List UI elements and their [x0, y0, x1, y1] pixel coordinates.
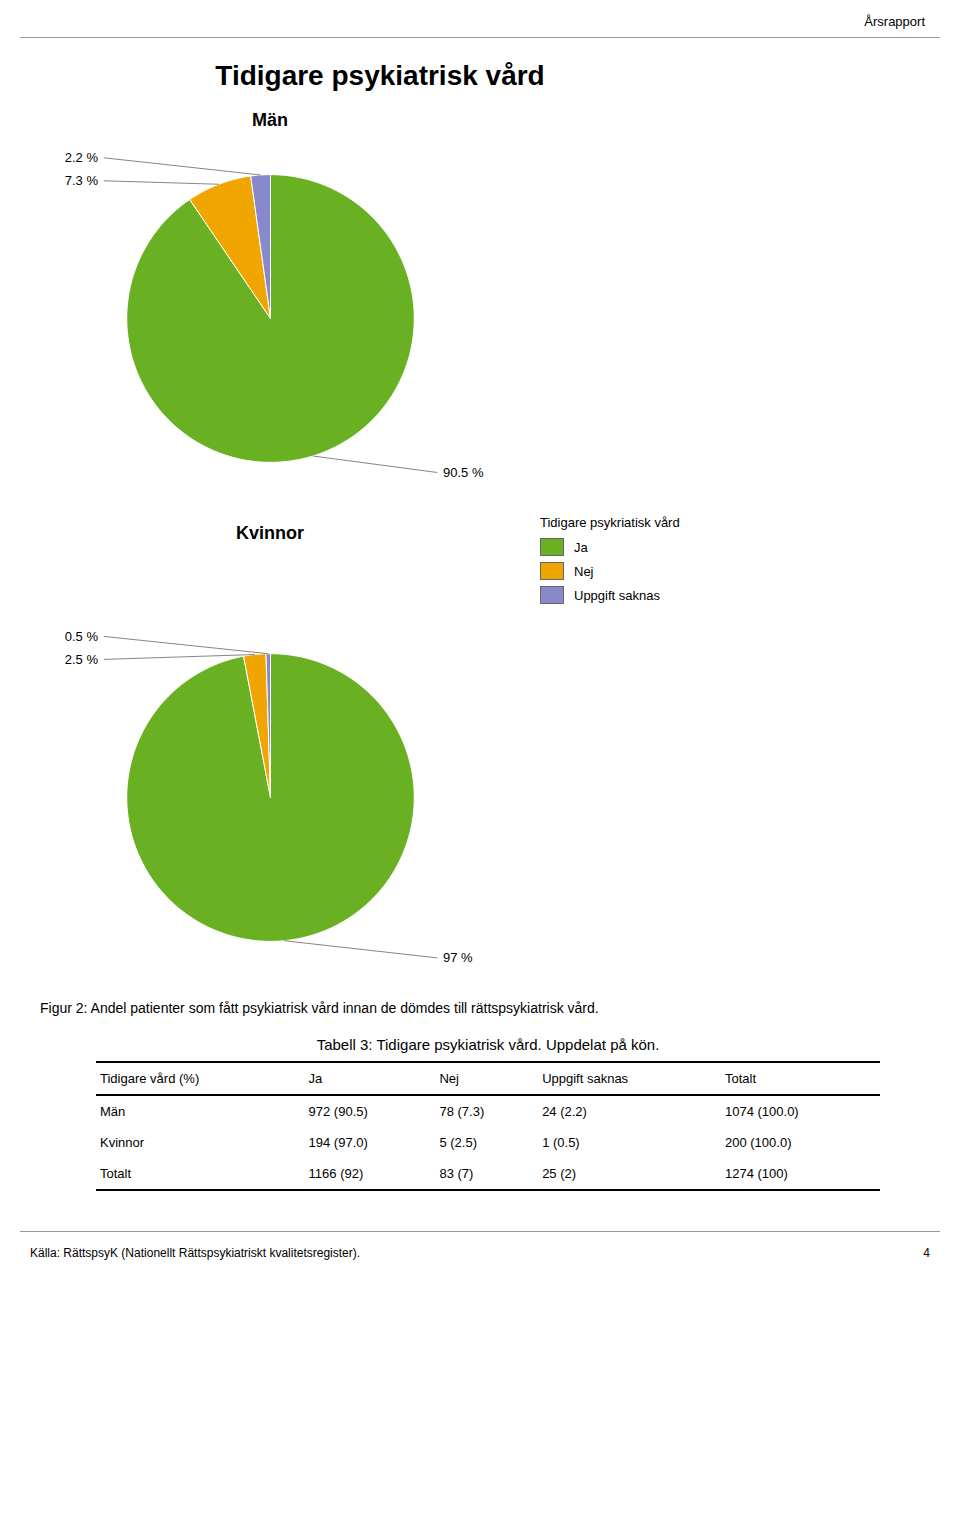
svg-text:2.5 %: 2.5 % — [65, 652, 99, 667]
html-text:Tabell 3: Tidigare psykiatrisk: Tabell 3: Tidigare psykiatrisk vård. Upp… — [316, 1036, 660, 1053]
html-text:Nej: Nej — [439, 1071, 459, 1086]
html-text:Nej: Nej — [574, 563, 594, 579]
html-text:78 (7.3): 78 (7.3) — [439, 1104, 485, 1119]
html-text:5 (2.5): 5 (2.5) — [439, 1135, 477, 1150]
svg-text:90.5 %: 90.5 % — [443, 465, 484, 480]
html-text:4: 4 — [923, 1246, 930, 1260]
html-text:Källa: RättspsyK (Nationellt R: Källa: RättspsyK (Nationellt Rättspsykia… — [30, 1246, 361, 1260]
html-text:Ja: Ja — [574, 539, 588, 555]
svg-text:7.3 %: 7.3 % — [65, 173, 99, 188]
svg-text:0.5 %: 0.5 % — [65, 629, 99, 644]
html-text:Tidigare psykriatisk vård: Tidigare psykriatisk vård — [540, 515, 680, 530]
html-text:Tidigare psykiatrisk vård: Tidigare psykiatrisk vård — [215, 60, 545, 91]
html-text:Män: Män — [252, 110, 288, 130]
html-text:Kvinnor: Kvinnor — [100, 1135, 145, 1150]
html-text:972 (90.5): 972 (90.5) — [308, 1104, 368, 1119]
html-text:Kvinnor: Kvinnor — [236, 523, 304, 543]
html-text:Totalt: Totalt — [100, 1166, 132, 1181]
html-text:Ja: Ja — [308, 1071, 323, 1086]
html-text:1166 (92): 1166 (92) — [308, 1166, 364, 1181]
svg-text:2.2 %: 2.2 % — [65, 150, 99, 165]
html-text:1274 (100): 1274 (100) — [725, 1166, 788, 1181]
html-text:25 (2): 25 (2) — [542, 1166, 577, 1181]
html-text:Uppgift saknas: Uppgift saknas — [574, 587, 660, 603]
html-text:Totalt: Totalt — [725, 1071, 756, 1086]
html-text:1 (0.5): 1 (0.5) — [542, 1135, 580, 1150]
svg-text:97 %: 97 % — [443, 950, 473, 965]
html-text:200 (100.0): 200 (100.0) — [725, 1135, 792, 1150]
html-text:Figur 2: Andel patienter som f: Figur 2: Andel patienter som fått psykia… — [40, 1000, 599, 1016]
html-text:Årsrapport: Årsrapport — [864, 14, 925, 29]
html-text:Tidigare vård (%): Tidigare vård (%) — [100, 1071, 200, 1086]
html-text:83 (7): 83 (7) — [439, 1166, 474, 1181]
html-text:Uppgift saknas: Uppgift saknas — [542, 1071, 629, 1086]
html-text:1074 (100.0): 1074 (100.0) — [725, 1104, 799, 1119]
html-text:Män: Män — [100, 1104, 126, 1119]
html-text:194 (97.0): 194 (97.0) — [308, 1135, 368, 1150]
html-text:24 (2.2): 24 (2.2) — [542, 1104, 587, 1119]
